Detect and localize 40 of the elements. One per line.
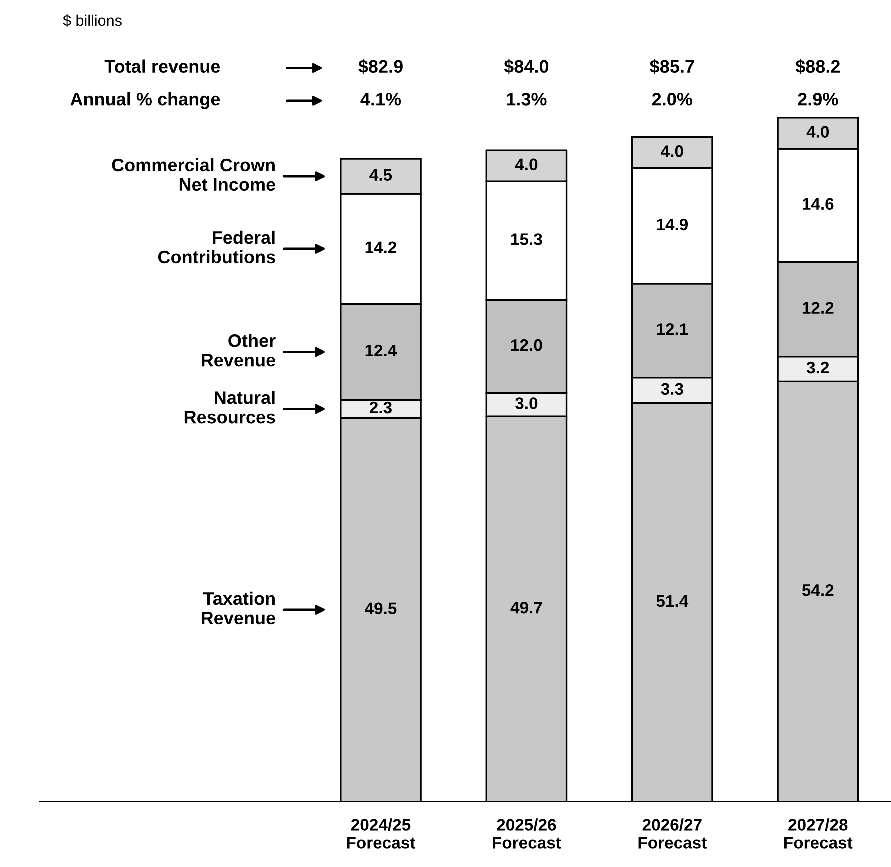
text: $ billions [63, 14, 122, 28]
text: Total revenue [104, 60, 220, 74]
data-label: 4.5 [370, 169, 392, 182]
data-label: 14.2 [366, 242, 397, 254]
legend-label: Commercial Crown Net Income [112, 158, 276, 192]
data-label: 2.3 [370, 402, 392, 414]
data-label: 4.0 [515, 158, 538, 171]
text: 4.1% [360, 93, 402, 106]
data-label: 15.3 [512, 234, 542, 246]
data-label: 12.2 [802, 302, 834, 314]
text: Annual % change [70, 92, 220, 110]
data-label: 3.3 [661, 383, 684, 396]
data-label: 4.0 [661, 146, 684, 158]
text: $85.7 [650, 59, 694, 74]
data-label: 51.4 [656, 596, 689, 608]
text: 2.9% [798, 93, 838, 106]
data-label: 49.5 [365, 602, 397, 615]
text: 2.0% [652, 93, 693, 106]
x-tick-label: 2025/26 Forecast [493, 818, 562, 849]
data-label: 49.7 [510, 602, 542, 614]
data-label: 4.0 [806, 126, 830, 138]
text: $82.9 [358, 59, 403, 74]
x-tick-label: 2027/28 Forecast [784, 818, 853, 849]
data-label: 12.4 [366, 344, 398, 356]
data-label: 54.2 [802, 584, 834, 596]
legend-label: Other Revenue [202, 334, 276, 367]
x-tick-label: 2024/25 Forecast [347, 818, 416, 849]
data-label: 12.1 [657, 324, 688, 336]
data-label: 14.6 [802, 198, 834, 210]
text: 1.3% [507, 93, 547, 106]
text: $84.0 [504, 59, 549, 74]
x-tick-label: 2026/27 Forecast [638, 818, 707, 849]
data-label: 3.2 [806, 362, 830, 374]
legend-label: Federal Contributions [158, 230, 276, 264]
data-label: 3.0 [516, 398, 538, 410]
data-label: 12.0 [512, 339, 542, 352]
legend-label: Taxation Revenue [202, 592, 276, 625]
text: $88.2 [796, 59, 840, 74]
data-label: 14.9 [657, 218, 688, 231]
legend-label: Natural Resources [184, 391, 276, 424]
